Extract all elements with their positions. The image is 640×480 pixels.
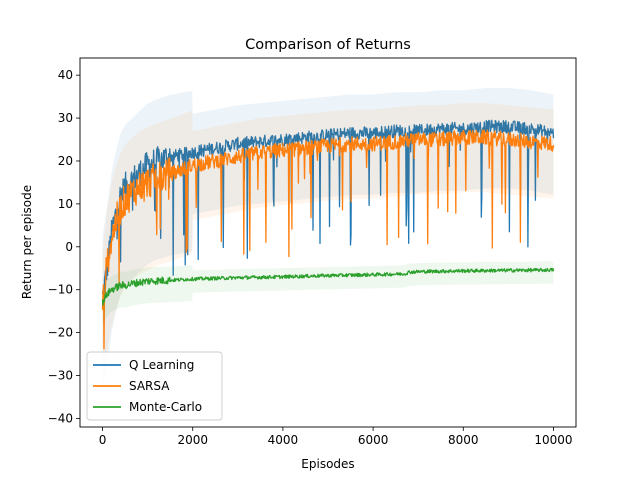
y-tick-label: 40 <box>58 68 73 82</box>
y-axis-label: Return per episode <box>20 185 34 299</box>
y-tick-label: 30 <box>58 111 73 125</box>
x-tick-label: 0 <box>99 433 107 447</box>
x-tick-label: 2000 <box>177 433 208 447</box>
y-tick-label: 10 <box>58 197 73 211</box>
x-tick-label: 8000 <box>448 433 479 447</box>
y-tick-label: −40 <box>48 411 73 425</box>
series-line-2 <box>101 267 555 306</box>
chart-title: Comparison of Returns <box>245 37 411 53</box>
legend-box <box>86 351 223 421</box>
legend-entry: SARSA <box>129 379 170 393</box>
y-tick-label: −10 <box>48 283 73 297</box>
y-axis-ticks: −40 −30 −20 −10 0 10 20 30 40 <box>48 68 80 425</box>
series-layer <box>101 88 555 398</box>
legend: Q Learning SARSA Monte-Carlo <box>86 351 223 421</box>
x-tick-label: 4000 <box>268 433 299 447</box>
y-tick-label: 0 <box>65 240 73 254</box>
y-tick-label: 20 <box>58 154 73 168</box>
series-band-1 <box>102 103 554 395</box>
series-line-1 <box>101 129 555 350</box>
y-tick-label: −30 <box>48 369 73 383</box>
series-line-0 <box>101 119 555 299</box>
x-axis-label: Episodes <box>301 457 354 471</box>
x-tick-label: 10000 <box>534 433 572 447</box>
x-axis-ticks: 0 2000 4000 6000 8000 10000 <box>99 427 573 447</box>
y-tick-label: −20 <box>48 326 73 340</box>
series-band-0 <box>102 88 554 398</box>
legend-entry: Q Learning <box>129 358 194 372</box>
axes-frame <box>79 57 577 428</box>
x-tick-label: 6000 <box>358 433 389 447</box>
legend-entry: Monte-Carlo <box>129 400 202 414</box>
